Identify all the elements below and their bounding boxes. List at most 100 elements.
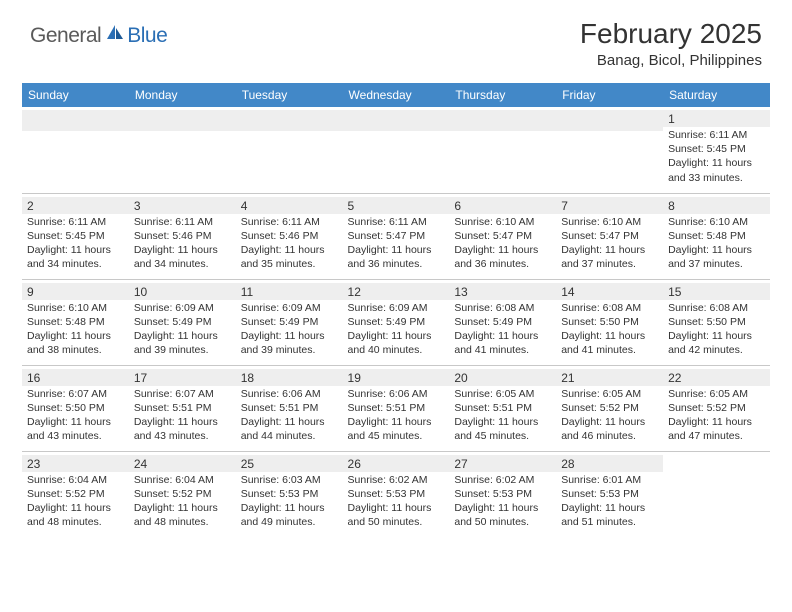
calendar-day-cell: 14Sunrise: 6:08 AMSunset: 5:50 PMDayligh… <box>556 279 663 365</box>
calendar-week-row: 2Sunrise: 6:11 AMSunset: 5:45 PMDaylight… <box>22 193 770 279</box>
day-details: Sunrise: 6:05 AMSunset: 5:51 PMDaylight:… <box>454 387 551 444</box>
calendar-empty-cell <box>663 451 770 537</box>
day-details: Sunrise: 6:11 AMSunset: 5:45 PMDaylight:… <box>27 215 124 272</box>
calendar-day-cell: 27 Sunrise: 6:02 AMSunset: 5:53 PMDayligh… <box>449 451 556 537</box>
day-number: 19 <box>348 371 445 385</box>
title-block: February 2025 Banag, Bicol, Philippines <box>580 18 762 69</box>
weekday-header: Sunday <box>22 83 129 107</box>
calendar-day-cell: 26Sunrise: 6:02 AMSunset: 5:53 PMDayligh… <box>343 451 450 537</box>
day-number-band: 2 <box>22 197 129 214</box>
day-number: 3 <box>134 199 231 213</box>
calendar-day-cell: 28Sunrise: 6:01 AMSunset: 5:53 PMDayligh… <box>556 451 663 537</box>
calendar-empty-cell <box>129 107 236 193</box>
day-number-band: 17 <box>129 369 236 386</box>
calendar-empty-cell <box>236 107 343 193</box>
day-number: 5 <box>348 199 445 213</box>
weekday-header: Tuesday <box>236 83 343 107</box>
weekday-header: Wednesday <box>343 83 450 107</box>
month-title: February 2025 <box>580 18 762 50</box>
day-details: Sunrise: 6:02 AMSunset: 5:53 PMDaylight:… <box>454 473 551 530</box>
day-number-band-empty <box>236 110 343 131</box>
calendar-day-cell: 2Sunrise: 6:11 AMSunset: 5:45 PMDaylight… <box>22 193 129 279</box>
day-number-band: 11 <box>236 283 343 300</box>
day-number: 20 <box>454 371 551 385</box>
day-number-band: 5 <box>343 197 450 214</box>
day-details: Sunrise: 6:05 AMSunset: 5:52 PMDaylight:… <box>668 387 765 444</box>
day-details: Sunrise: 6:06 AMSunset: 5:51 PMDaylight:… <box>348 387 445 444</box>
calendar-day-cell: 9Sunrise: 6:10 AMSunset: 5:48 PMDaylight… <box>22 279 129 365</box>
day-details: Sunrise: 6:11 AMSunset: 5:46 PMDaylight:… <box>134 215 231 272</box>
day-number-band: 23 <box>22 455 129 472</box>
calendar-day-cell: 18Sunrise: 6:06 AMSunset: 5:51 PMDayligh… <box>236 365 343 451</box>
day-number: 21 <box>561 371 658 385</box>
day-number: 15 <box>668 285 765 299</box>
calendar-empty-cell <box>449 107 556 193</box>
day-number: 12 <box>348 285 445 299</box>
day-number-band: 15 <box>663 283 770 300</box>
day-details: Sunrise: 6:04 AMSunset: 5:52 PMDaylight:… <box>134 473 231 530</box>
day-number: 6 <box>454 199 551 213</box>
day-details: Sunrise: 6:08 AMSunset: 5:50 PMDaylight:… <box>561 301 658 358</box>
day-number: 10 <box>134 285 231 299</box>
day-number-band: 19 <box>343 369 450 386</box>
calendar-day-cell: 1Sunrise: 6:11 AMSunset: 5:45 PMDaylight… <box>663 107 770 193</box>
logo-text-blue: Blue <box>127 24 167 48</box>
calendar-day-cell: 6 Sunrise: 6:10 AMSunset: 5:47 PMDaylight… <box>449 193 556 279</box>
day-number: 1 <box>668 112 765 126</box>
day-number: 27 <box>454 457 551 471</box>
weekday-header: Thursday <box>449 83 556 107</box>
day-number-band-empty <box>449 110 556 131</box>
calendar-day-cell: 10Sunrise: 6:09 AMSunset: 5:49 PMDayligh… <box>129 279 236 365</box>
calendar-day-cell: 19 Sunrise: 6:06 AMSunset: 5:51 PMDayligh… <box>343 365 450 451</box>
day-number-band: 20 <box>449 369 556 386</box>
calendar-week-row: 16Sunrise: 6:07 AMSunset: 5:50 PMDayligh… <box>22 365 770 451</box>
day-number-band-empty <box>129 110 236 131</box>
day-details: Sunrise: 6:10 AMSunset: 5:48 PMDaylight:… <box>27 301 124 358</box>
day-details: Sunrise: 6:05 AMSunset: 5:52 PMDaylight:… <box>561 387 658 444</box>
day-number-band: 13 <box>449 283 556 300</box>
day-details: Sunrise: 6:07 AMSunset: 5:50 PMDaylight:… <box>27 387 124 444</box>
day-number-band: 9 <box>22 283 129 300</box>
day-number: 24 <box>134 457 231 471</box>
day-number: 8 <box>668 199 765 213</box>
day-number-band: 28 <box>556 455 663 472</box>
day-number: 4 <box>241 199 338 213</box>
day-number: 7 <box>561 199 658 213</box>
day-number-band: 18 <box>236 369 343 386</box>
calendar-day-cell: 8 Sunrise: 6:10 AMSunset: 5:48 PMDaylight… <box>663 193 770 279</box>
calendar-day-cell: 11Sunrise: 6:09 AMSunset: 5:49 PMDayligh… <box>236 279 343 365</box>
location: Banag, Bicol, Philippines <box>580 52 762 69</box>
day-number: 25 <box>241 457 338 471</box>
day-details: Sunrise: 6:11 AMSunset: 5:47 PMDaylight:… <box>348 215 445 272</box>
logo-text-general: General <box>30 24 101 48</box>
calendar-day-cell: 20 Sunrise: 6:05 AMSunset: 5:51 PMDayligh… <box>449 365 556 451</box>
calendar-day-cell: 15Sunrise: 6:08 AMSunset: 5:50 PMDayligh… <box>663 279 770 365</box>
day-number-band: 1 <box>663 110 770 127</box>
calendar-week-row: 23Sunrise: 6:04 AMSunset: 5:52 PMDayligh… <box>22 451 770 537</box>
day-number-band-empty <box>556 110 663 131</box>
day-number-band: 21 <box>556 369 663 386</box>
weekday-header: Friday <box>556 83 663 107</box>
day-details: Sunrise: 6:09 AMSunset: 5:49 PMDaylight:… <box>241 301 338 358</box>
calendar-empty-cell <box>556 107 663 193</box>
header: General Blue February 2025 Banag, Bicol,… <box>0 0 792 77</box>
day-details: Sunrise: 6:09 AMSunset: 5:49 PMDaylight:… <box>348 301 445 358</box>
day-number-band-empty <box>343 110 450 131</box>
calendar-day-cell: 3 Sunrise: 6:11 AMSunset: 5:46 PMDaylight… <box>129 193 236 279</box>
day-number: 28 <box>561 457 658 471</box>
calendar-day-cell: 22 Sunrise: 6:05 AMSunset: 5:52 PMDayligh… <box>663 365 770 451</box>
logo: General Blue <box>30 24 167 48</box>
day-details: Sunrise: 6:11 AMSunset: 5:46 PMDaylight:… <box>241 215 338 272</box>
day-number-band-empty <box>22 110 129 131</box>
calendar-day-cell: 23Sunrise: 6:04 AMSunset: 5:52 PMDayligh… <box>22 451 129 537</box>
calendar-day-cell: 4 Sunrise: 6:11 AMSunset: 5:46 PMDaylight… <box>236 193 343 279</box>
day-number-band: 7 <box>556 197 663 214</box>
calendar-day-cell: 24 Sunrise: 6:04 AMSunset: 5:52 PMDayligh… <box>129 451 236 537</box>
day-details: Sunrise: 6:10 AMSunset: 5:47 PMDaylight:… <box>454 215 551 272</box>
day-details: Sunrise: 6:10 AMSunset: 5:48 PMDaylight:… <box>668 215 765 272</box>
day-number: 22 <box>668 371 765 385</box>
day-number-band: 24 <box>129 455 236 472</box>
day-number-band: 22 <box>663 369 770 386</box>
day-details: Sunrise: 6:04 AMSunset: 5:52 PMDaylight:… <box>27 473 124 530</box>
day-number: 13 <box>454 285 551 299</box>
